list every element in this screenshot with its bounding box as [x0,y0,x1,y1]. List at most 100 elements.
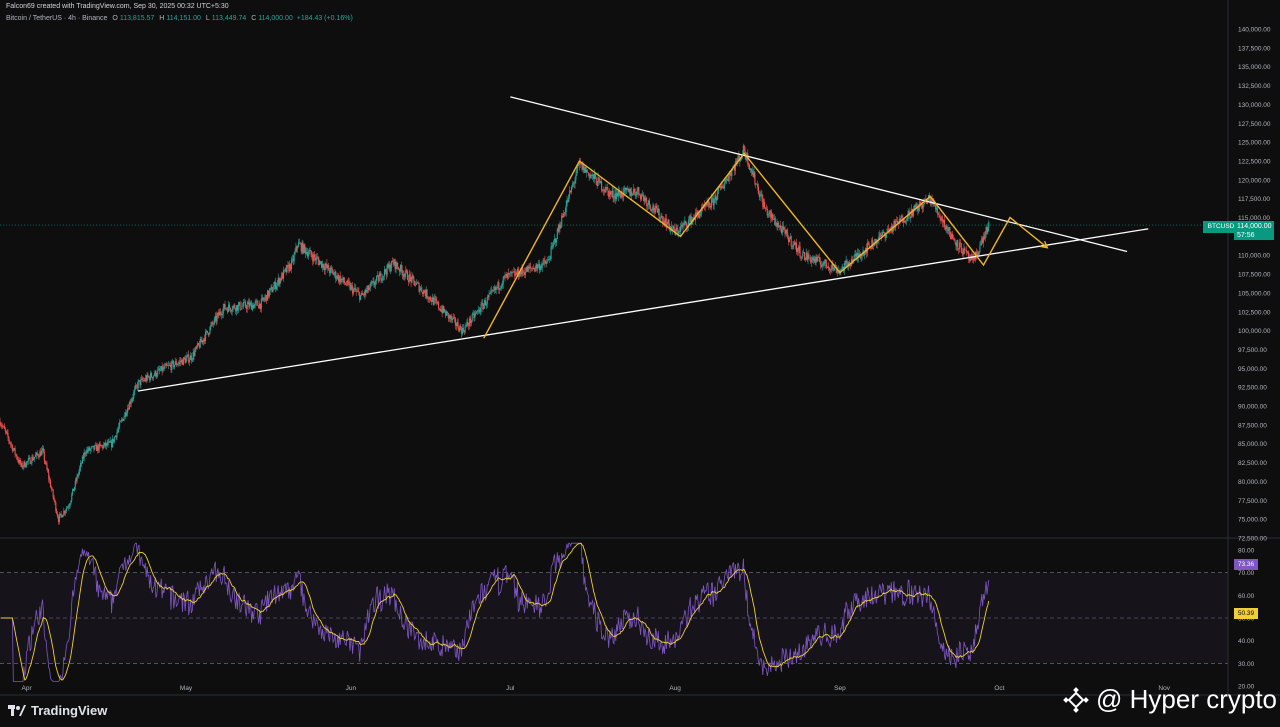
candle-body [171,361,173,370]
pattern-path-layer[interactable] [483,152,1049,339]
candle-body [12,449,14,451]
candle-body [285,268,287,273]
candle-body [626,188,628,190]
candle-body [337,275,339,279]
candle-body [515,272,518,275]
candle-body [331,268,333,271]
candle-body [525,266,527,273]
candle-body [250,302,252,304]
price-axis-label: 115,000.00 [1238,215,1270,222]
candle-body [493,287,495,291]
candle-body [647,204,649,207]
candle-body [809,257,811,259]
candle-body [295,246,297,252]
candle-body [984,233,986,239]
candle-body [26,461,28,467]
candle-body [871,239,873,249]
candle-body [440,309,442,312]
candle-body [46,463,48,470]
candle-body [218,312,220,316]
candle-body [551,245,553,247]
candle-body [283,269,285,271]
candle-body [972,258,974,261]
candle-body [673,226,675,231]
candle-body [546,261,548,265]
candle-body [894,221,896,228]
candle-body [587,172,589,174]
candle-body [445,311,447,316]
candle-body [201,340,203,343]
candle-body [486,296,488,304]
candle-body [667,219,669,224]
candle-body [585,167,587,173]
candle-body [390,267,392,272]
candle-body [359,292,361,300]
candle-body [761,194,763,199]
candle-body [856,253,858,257]
candle-body [699,213,701,218]
tradingview-logo[interactable]: TradingView [8,703,107,718]
candle-body [743,145,745,151]
candle-body [967,251,969,259]
candle-body [614,193,616,199]
candle-body [301,242,303,252]
candle-body [609,191,612,195]
candle-body [488,294,490,298]
candle-body [434,298,436,300]
candle-body [50,487,52,490]
tradingview-brand: TradingView [31,703,108,718]
candle-body [445,311,448,316]
candle-body [129,402,131,405]
candle-body [725,178,728,180]
candle-body [632,194,634,196]
candle-body [685,221,687,223]
candle-body [888,229,890,230]
trendlines-layer[interactable] [138,96,1149,392]
candle-body [361,293,363,295]
candle-body [485,303,487,306]
symbol-legend[interactable]: Bitcoin / TetherUS · 4h · Binance O 113,8… [6,15,353,22]
candle-body [267,290,269,301]
candle-body [764,202,766,209]
candle-body [175,361,177,366]
candle-body [652,205,654,211]
candle-body [185,358,187,363]
trendline-resistance [510,96,1128,253]
candle-body [17,458,19,461]
candle-body [407,279,409,282]
pattern-zigzag [483,152,1048,339]
candle-body [284,268,286,270]
candle-body [502,276,504,284]
candle-body [879,233,881,237]
candle-body [397,266,399,269]
candle-body [345,284,347,286]
candle-body [275,285,277,290]
candle-body [630,191,632,196]
candle-body [636,190,638,196]
candle-body [615,193,617,200]
candle-body [453,317,455,319]
candle-body [370,283,372,285]
change-value: +184.43 (+0.16%) [296,15,353,22]
candle-body [578,165,580,166]
candle-body [814,258,816,263]
candle-body [982,236,985,244]
candle-body [665,218,667,228]
candle-body [577,165,579,169]
candle-body [581,163,583,170]
candle-body [121,419,123,420]
candle-body [120,419,122,422]
candle-body [818,257,820,258]
candle-body [617,190,619,197]
candle-body [186,356,188,359]
candle-body [521,267,523,274]
candle-body [66,507,68,509]
candle-body [369,283,371,288]
candle-body [433,298,435,305]
candle-body [601,181,603,191]
candle-body [461,328,463,334]
candle-body [212,322,214,324]
candle-body [749,168,751,170]
candle-body [479,311,481,313]
